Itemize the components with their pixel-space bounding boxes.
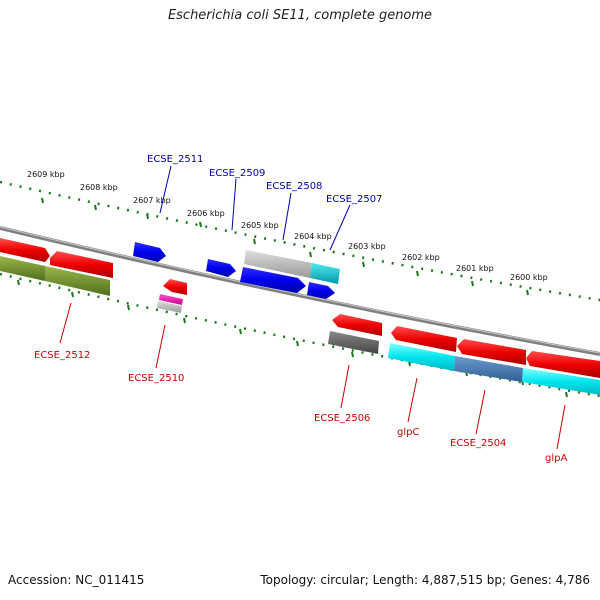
scale-label: 2603 kbp bbox=[348, 242, 386, 251]
gene-label: ECSE_2504 bbox=[450, 438, 506, 449]
reverse-strand-genes-upper bbox=[0, 238, 113, 278]
gene-glpc-red bbox=[391, 326, 457, 352]
gene-labels: ECSE_2511 ECSE_2509 ECSE_2508 ECSE_2507 … bbox=[34, 154, 567, 464]
gene-label: ECSE_2510 bbox=[128, 373, 184, 384]
gene-2504-red bbox=[457, 339, 526, 365]
gene-upper-1 bbox=[0, 238, 50, 262]
scale-label: 2606 kbp bbox=[187, 209, 225, 218]
gene-ecse-2512-a bbox=[0, 256, 45, 281]
genome-info-text: Topology: circular; Length: 4,887,515 bp… bbox=[260, 573, 590, 587]
gene-ecse-2508-b bbox=[310, 263, 340, 284]
scale-label: 2605 kbp bbox=[241, 221, 279, 230]
gene-label: ECSE_2511 bbox=[147, 154, 203, 165]
gene-ecse-2511 bbox=[133, 242, 166, 262]
gene-ecse-2510-pink bbox=[159, 294, 183, 305]
gene-glpc bbox=[388, 343, 455, 371]
scale-label: 2602 kbp bbox=[402, 253, 440, 262]
gene-glpa-red bbox=[526, 351, 600, 378]
label-connectors bbox=[59, 165, 566, 450]
gene-label: ECSE_2508 bbox=[266, 181, 322, 192]
gene-upper-2 bbox=[50, 251, 113, 278]
map-title: Escherichia coli SE11, complete genome bbox=[167, 8, 433, 23]
forward-strand-genes bbox=[133, 242, 340, 299]
gene-label: ECSE_2506 bbox=[314, 413, 370, 424]
gene-label: ECSE_2507 bbox=[326, 194, 382, 205]
accession-text: Accession: NC_011415 bbox=[8, 573, 145, 587]
gene-ecse-2504 bbox=[454, 356, 523, 382]
gene-ecse-2510-gray bbox=[157, 301, 182, 313]
outer-scale-major-ticks bbox=[41, 197, 529, 296]
gene-label: ECSE_2509 bbox=[209, 168, 265, 179]
gene-ecse-2508 bbox=[244, 250, 312, 278]
gene-ecse-2510-red bbox=[163, 279, 187, 295]
scale-label: 2604 kbp bbox=[294, 232, 332, 241]
scale-label: 2600 kbp bbox=[510, 273, 548, 282]
scale-label: 2607 kbp bbox=[133, 196, 171, 205]
gene-ecse-2506 bbox=[328, 331, 379, 354]
gene-ecse-2512-b bbox=[45, 266, 110, 296]
gene-ecse-2509 bbox=[240, 267, 306, 293]
genome-backbone bbox=[0, 226, 600, 356]
scale-labels: 2609 kbp 2608 kbp 2607 kbp 2606 kbp 2605… bbox=[27, 170, 548, 282]
gene-label: glpC bbox=[397, 427, 419, 438]
inner-scale-major-ticks bbox=[17, 279, 568, 398]
gene-label: ECSE_2512 bbox=[34, 350, 90, 361]
scale-label: 2608 kbp bbox=[80, 183, 118, 192]
reverse-strand-genes-lower bbox=[0, 256, 600, 395]
scale-label: 2601 kbp bbox=[456, 264, 494, 273]
gene-label: glpA bbox=[545, 453, 567, 464]
scale-label: 2609 kbp bbox=[27, 170, 65, 179]
gene-ecse-2506-red bbox=[332, 314, 382, 336]
gene-glpa bbox=[522, 368, 600, 395]
gene-ecse-2507 bbox=[307, 282, 335, 299]
gene-ecse-2509-part bbox=[206, 259, 236, 277]
